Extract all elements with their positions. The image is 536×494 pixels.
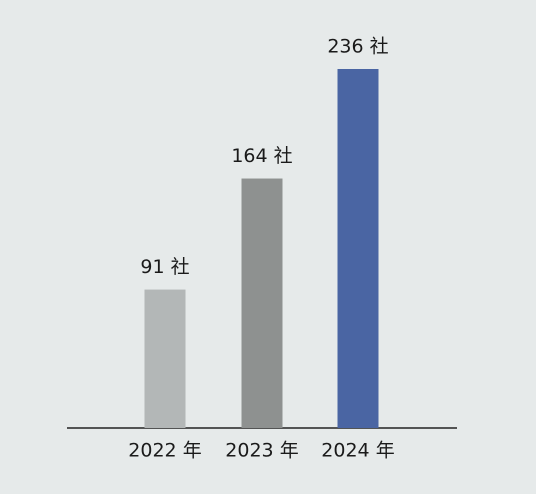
value-label: 164 社: [231, 145, 292, 167]
x-tick-label: 2022 年: [128, 440, 201, 462]
bar: [144, 289, 186, 428]
value-label: 236 社: [327, 36, 388, 58]
value-label: 91 社: [140, 256, 189, 278]
bar: [337, 69, 379, 428]
x-tick-label: 2023 年: [225, 440, 298, 462]
bar: [241, 178, 283, 428]
x-tick-label: 2024 年: [321, 440, 394, 462]
